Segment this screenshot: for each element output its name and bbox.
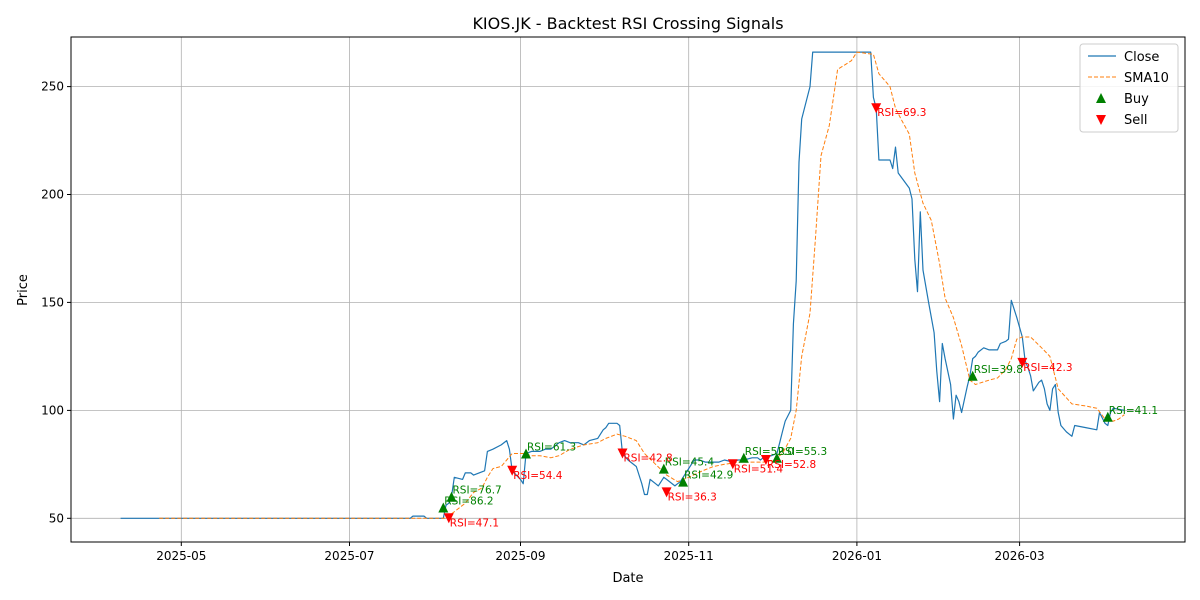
buy-annotation: RSI=45.4 xyxy=(665,457,715,469)
buy-marker xyxy=(967,370,978,381)
sell-annotation: RSI=47.1 xyxy=(450,517,499,529)
y-tick-label: 150 xyxy=(41,295,64,309)
y-tick-label: 200 xyxy=(41,188,64,202)
sell-marker xyxy=(617,448,628,459)
legend-box xyxy=(1079,43,1179,133)
sell-annotation: RSI=54.4 xyxy=(513,470,563,482)
buy-annotation: RSI=76.7 xyxy=(453,485,502,497)
sell-marker xyxy=(507,465,518,476)
buy-annotation: RSI=55.3 xyxy=(778,446,827,458)
sell-annotation: RSI=69.3 xyxy=(877,107,926,119)
sell-marker xyxy=(727,459,738,470)
x-axis-title: Date xyxy=(612,571,643,586)
legend-buy-label: Buy xyxy=(1124,92,1149,107)
x-tick-label: 2025-07 xyxy=(324,549,374,563)
buy-annotation: RSI=42.9 xyxy=(684,470,733,482)
chart-title: KIOS.JK - Backtest RSI Crossing Signals xyxy=(472,14,783,33)
buy-marker xyxy=(438,502,449,513)
plot-frame xyxy=(70,36,1186,543)
buy-marker xyxy=(521,448,531,459)
series-layer xyxy=(120,51,1125,519)
sell-annotation: RSI=36.3 xyxy=(668,491,717,503)
buy-annotation: RSI=86.2 xyxy=(444,496,493,508)
legend-buy-marker xyxy=(1096,93,1106,103)
buy-marker xyxy=(678,476,689,487)
buy-marker xyxy=(446,491,457,502)
y-tick-label: 100 xyxy=(41,403,64,417)
y-tick-label: 250 xyxy=(41,80,64,94)
y-axis-title: Price xyxy=(16,274,31,306)
signal-markers xyxy=(438,103,1113,524)
buy-marker xyxy=(658,463,669,474)
sell-marker xyxy=(661,487,672,498)
buy-marker xyxy=(738,452,749,463)
x-tick-label: 2025-09 xyxy=(495,549,545,563)
legend-sell-marker xyxy=(1096,115,1106,125)
sell-marker xyxy=(871,103,882,114)
x-tick-label: 2025-11 xyxy=(664,549,714,563)
x-axis: 2025-05 2025-07 2025-09 2025-11 2026-01 2026-… xyxy=(156,542,1045,563)
sell-annotation: RSI=51.4 xyxy=(734,463,784,475)
sell-marker xyxy=(443,513,454,524)
sell-marker xyxy=(1017,357,1028,368)
buy-marker xyxy=(1102,411,1113,422)
legend: Close SMA10 Buy Sell xyxy=(1079,43,1179,133)
series-sma10-line xyxy=(159,51,1125,519)
x-tick-label: 2026-01 xyxy=(832,549,882,563)
x-tick-label: 2025-05 xyxy=(156,549,206,563)
sell-annotation: RSI=42.3 xyxy=(1023,362,1072,374)
buy-annotation: RSI=39.8 xyxy=(974,364,1023,376)
sell-annotation: RSI=52.8 xyxy=(767,459,816,471)
legend-close-label: Close xyxy=(1124,50,1159,65)
y-tick-label: 50 xyxy=(49,511,64,525)
buy-marker xyxy=(771,452,782,463)
legend-sell-label: Sell xyxy=(1124,113,1147,128)
buy-annotation: RSI=61.3 xyxy=(527,442,576,454)
sell-annotation: RSI=42.8 xyxy=(624,453,673,465)
buy-annotation: RSI=52.0 xyxy=(745,446,794,458)
legend-sma-label: SMA10 xyxy=(1124,71,1169,86)
buy-annotation: RSI=41.1 xyxy=(1109,405,1158,417)
sell-marker xyxy=(760,455,771,465)
x-tick-label: 2026-03 xyxy=(995,549,1045,563)
y-axis: 50 100 150 200 250 xyxy=(41,80,71,525)
